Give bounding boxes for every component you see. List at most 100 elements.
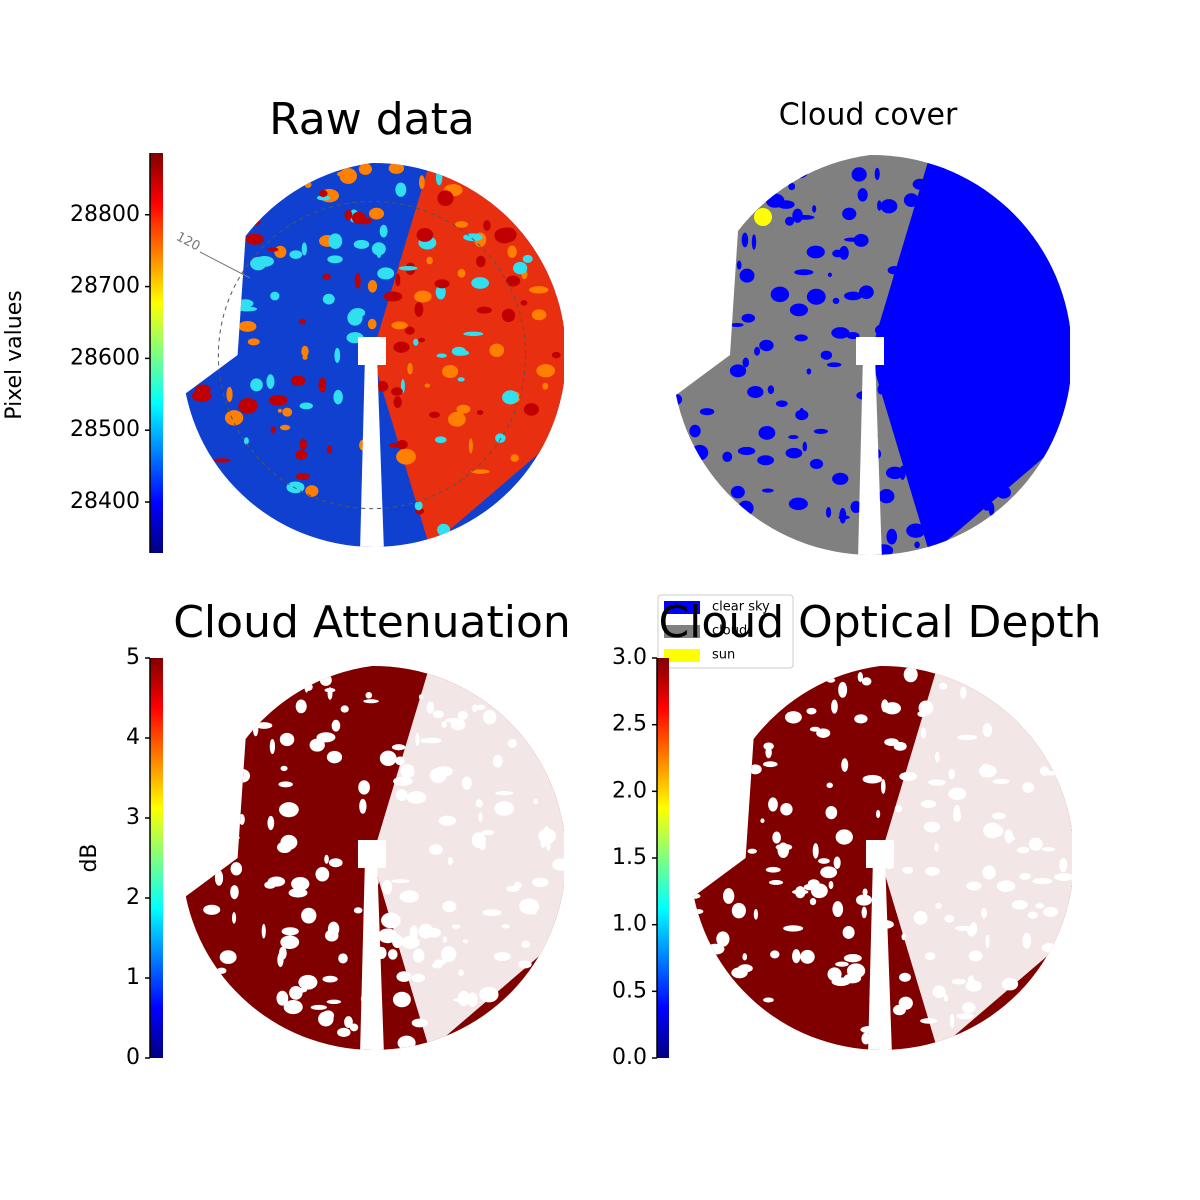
image-blob bbox=[920, 727, 927, 739]
image-region bbox=[372, 163, 564, 547]
image-blob bbox=[462, 939, 469, 944]
image-blob bbox=[795, 886, 806, 899]
image-blob bbox=[493, 951, 511, 962]
image-blob bbox=[925, 449, 941, 459]
image-blob bbox=[966, 284, 977, 290]
image-blob bbox=[217, 828, 224, 842]
image-blob bbox=[731, 902, 746, 919]
image-blob bbox=[1041, 847, 1056, 852]
image-blob bbox=[481, 829, 495, 836]
image-blob bbox=[878, 489, 895, 504]
image-blob bbox=[327, 255, 343, 264]
image-blob bbox=[336, 170, 355, 178]
image-blob bbox=[825, 506, 832, 518]
image-blob bbox=[489, 343, 505, 357]
image-blob bbox=[413, 338, 419, 346]
image-blob bbox=[806, 707, 817, 715]
image-blob bbox=[714, 285, 733, 292]
image-blob bbox=[410, 765, 415, 777]
image-blob bbox=[371, 242, 386, 256]
image-blob bbox=[393, 396, 402, 408]
image-blob bbox=[947, 208, 965, 213]
image-blob bbox=[903, 193, 919, 207]
image-blob bbox=[432, 710, 444, 719]
image-blob bbox=[948, 787, 967, 801]
colorbar-tick-label: 0.5 bbox=[612, 978, 647, 1003]
image-blob bbox=[689, 424, 701, 438]
mast bbox=[868, 858, 892, 1050]
image-blob bbox=[826, 362, 842, 368]
image-blob bbox=[501, 308, 516, 323]
legend-swatch bbox=[664, 625, 700, 638]
image-blob bbox=[414, 301, 424, 317]
image-blob bbox=[899, 972, 911, 982]
image-blob bbox=[706, 943, 725, 955]
image-blob bbox=[347, 309, 363, 326]
image-blob bbox=[741, 313, 756, 323]
image-blob bbox=[255, 722, 273, 729]
image-blob bbox=[237, 299, 254, 308]
image-blob bbox=[939, 222, 959, 239]
image-blob bbox=[338, 953, 348, 964]
image-blob bbox=[1012, 350, 1017, 360]
image-blob bbox=[295, 450, 308, 460]
colorbar-tick-label: 28400 bbox=[70, 489, 140, 514]
image-blob bbox=[250, 256, 267, 271]
image-blob bbox=[379, 224, 388, 238]
image-blob bbox=[379, 750, 397, 766]
image-blob bbox=[851, 167, 867, 182]
mast bbox=[858, 355, 882, 555]
image-blob bbox=[952, 810, 962, 822]
legend-label: cloud bbox=[712, 624, 747, 639]
image-blob bbox=[393, 776, 413, 786]
image-blob bbox=[923, 821, 941, 833]
colorbar-tick-label: 3 bbox=[126, 805, 140, 830]
image-blob bbox=[492, 754, 503, 768]
image-blob bbox=[880, 779, 886, 794]
image-blob bbox=[457, 711, 469, 720]
image-blob bbox=[1020, 307, 1037, 322]
image-blob bbox=[546, 839, 551, 851]
image-blob bbox=[340, 705, 349, 713]
image-blob bbox=[737, 446, 756, 456]
sky-image bbox=[693, 666, 1074, 1050]
image-blob bbox=[331, 719, 341, 732]
image-blob bbox=[396, 971, 412, 982]
image-blob bbox=[1018, 393, 1038, 400]
image-blob bbox=[985, 390, 991, 406]
image-blob bbox=[925, 866, 940, 876]
image-blob bbox=[435, 284, 446, 300]
image-blob bbox=[453, 997, 471, 1003]
image-blob bbox=[214, 458, 231, 463]
image-blob bbox=[318, 377, 327, 393]
image-blob bbox=[442, 936, 448, 943]
image-blob bbox=[1002, 417, 1021, 424]
image-blob bbox=[238, 397, 258, 414]
image-blob bbox=[742, 953, 748, 961]
colorbar-tick-label: 0.0 bbox=[612, 1045, 647, 1070]
image-blob bbox=[224, 410, 244, 426]
image-blob bbox=[699, 408, 715, 416]
image-blob bbox=[289, 250, 303, 259]
image-blob bbox=[288, 888, 308, 898]
image-blob bbox=[772, 831, 781, 844]
image-blob bbox=[693, 893, 701, 900]
image-blob bbox=[708, 284, 726, 291]
image-blob bbox=[903, 666, 918, 683]
image-blob bbox=[212, 266, 227, 282]
image-blob bbox=[691, 444, 709, 461]
image-blob bbox=[981, 763, 991, 773]
image-blob bbox=[283, 999, 303, 1015]
image-blob bbox=[261, 923, 266, 939]
image-blob bbox=[997, 258, 1016, 265]
image-blob bbox=[958, 359, 970, 376]
image-blob bbox=[437, 190, 454, 207]
image-blob bbox=[529, 286, 549, 294]
image-blob bbox=[476, 255, 486, 268]
image-blob bbox=[727, 729, 746, 744]
image-blob bbox=[267, 815, 275, 831]
image-blob bbox=[237, 306, 258, 312]
image-blob bbox=[934, 163, 948, 175]
sky-image bbox=[185, 666, 566, 1050]
image-blob bbox=[442, 365, 459, 379]
